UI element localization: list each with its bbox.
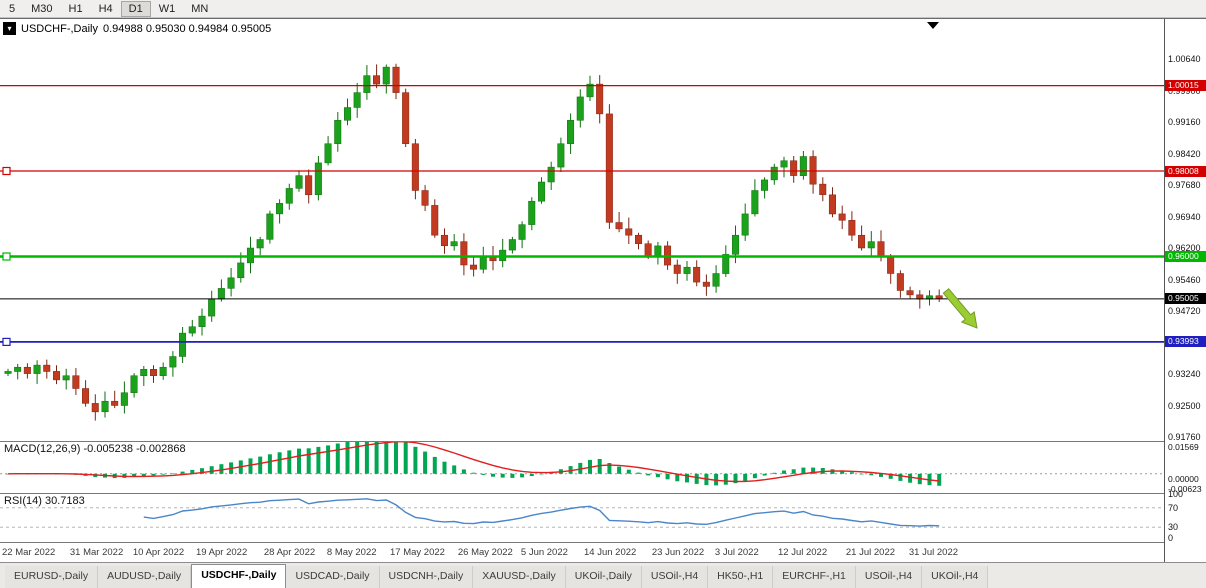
- chart-dropdown-icon[interactable]: ▾: [3, 22, 16, 35]
- chart-tab-usdchf-daily[interactable]: USDCHF-,Daily: [191, 564, 287, 588]
- down-arrow-icon[interactable]: [942, 288, 978, 329]
- price-level-box: 0.98008: [1165, 165, 1206, 177]
- timeframe-toolbar: 5 M30 H1 H4 D1 W1 MN: [0, 0, 1206, 18]
- date-axis-label: 31 Mar 2022: [70, 547, 123, 558]
- level-anchor-icon[interactable]: [2, 252, 11, 261]
- macd-axis-tick: 0.01569: [1168, 442, 1199, 452]
- macd-values: -0.005238 -0.002868: [83, 443, 186, 455]
- date-axis-label: 5 Jun 2022: [521, 547, 568, 558]
- macd-indicator-label: MACD(12,26,9) -0.005238 -0.002868: [4, 443, 186, 455]
- date-axis-label: 3 Jul 2022: [715, 547, 759, 558]
- macd-pane[interactable]: [0, 441, 1164, 493]
- date-axis-label: 17 May 2022: [390, 547, 445, 558]
- chart-tab-eurchf-h1[interactable]: EURCHF-,H1: [773, 566, 856, 588]
- price-level-box: 1.00015: [1165, 80, 1206, 92]
- price-axis-tick: 1.00640: [1168, 54, 1201, 64]
- rsi-indicator-label: RSI(14) 30.7183: [4, 495, 85, 507]
- candlestick-series[interactable]: [4, 63, 943, 421]
- timeframe-button-w1[interactable]: W1: [151, 1, 184, 17]
- date-axis: 22 Mar 2022 31 Mar 2022 10 Apr 2022 19 Apr …: [2, 547, 958, 558]
- chart-tabs-bar: EURUSD-,Daily AUDUSD-,Daily USDCHF-,Daily U…: [0, 562, 1206, 588]
- timeframe-button-5[interactable]: 5: [1, 1, 23, 17]
- chart-title: ▾ USDCHF-,Daily 0.94988 0.95030 0.94984 …: [3, 22, 271, 35]
- chart-tab-xauusd-daily[interactable]: XAUUSD-,Daily: [473, 566, 566, 588]
- price-level-box: 0.95005: [1165, 293, 1206, 305]
- chart-tab-usoil-h4[interactable]: USOil-,H4: [641, 566, 709, 588]
- level-anchor-icon[interactable]: [2, 166, 11, 176]
- price-axis-tick: 0.98420: [1168, 148, 1201, 159]
- symbol-label: USDCHF-,Daily: [21, 22, 98, 35]
- rsi-axis-tick: 0: [1168, 533, 1174, 543]
- price-pane[interactable]: [0, 19, 1164, 441]
- price-axis: 1.006400.999000.991600.984200.976800.969…: [1164, 18, 1206, 562]
- chart-tab-usdcnh-daily[interactable]: USDCNH-,Daily: [379, 566, 474, 588]
- macd-axis-tick: 0.00000: [1168, 473, 1199, 484]
- price-axis-tick: 0.91760: [1168, 432, 1201, 442]
- chart-tab-ukoil-h4[interactable]: UKOil-,H4: [922, 566, 989, 588]
- chart-tab-audusd-daily[interactable]: AUDUSD-,Daily: [98, 566, 192, 588]
- price-level-box: 0.93993: [1165, 336, 1206, 348]
- level-anchor-icon[interactable]: [2, 337, 11, 346]
- price-axis-tick: 0.93240: [1168, 369, 1201, 379]
- date-axis-label: 22 Mar 2022: [2, 547, 55, 558]
- price-axis-tick: 0.92500: [1168, 400, 1201, 411]
- date-axis-label: 19 Apr 2022: [196, 547, 247, 558]
- quote-values: 0.94988 0.95030 0.94984 0.95005: [103, 22, 272, 35]
- chart-tab-ukoil-daily[interactable]: UKOil-,Daily: [565, 566, 642, 588]
- rsi-axis-tick: 70: [1168, 502, 1179, 513]
- macd-axis-tick: -0.00623: [1168, 484, 1202, 494]
- date-axis-label: 28 Apr 2022: [264, 547, 315, 558]
- timeframe-button-h1[interactable]: H1: [61, 1, 91, 17]
- price-axis-tick: 0.96200: [1168, 243, 1201, 253]
- date-axis-label: 8 May 2022: [327, 547, 377, 558]
- timeframe-button-m30[interactable]: M30: [23, 1, 60, 17]
- date-axis-label: 26 May 2022: [458, 547, 513, 558]
- date-axis-label: 10 Apr 2022: [133, 547, 184, 558]
- date-axis-label: 12 Jul 2022: [778, 547, 827, 558]
- shift-marker-icon: [927, 22, 939, 29]
- rsi-pane[interactable]: [0, 493, 1164, 542]
- chart-tab-eurusd-daily[interactable]: EURUSD-,Daily: [5, 566, 99, 588]
- chart-tab-hk50-h1[interactable]: HK50-,H1: [708, 566, 774, 588]
- timeframe-button-mn[interactable]: MN: [183, 1, 216, 17]
- price-axis-tick: 0.96940: [1168, 211, 1201, 222]
- rsi-value: 30.7183: [44, 495, 85, 507]
- date-axis-label: 31 Jul 2022: [909, 547, 958, 558]
- timeframe-button-d1[interactable]: D1: [120, 0, 151, 17]
- price-level-box: 0.96000: [1165, 251, 1206, 262]
- macd-name: MACD(12,26,9): [4, 443, 81, 455]
- date-axis-label: 21 Jul 2022: [846, 547, 895, 558]
- price-axis-tick: 0.95460: [1168, 274, 1201, 285]
- date-axis-label: 23 Jun 2022: [652, 547, 704, 558]
- price-axis-tick: 0.97680: [1168, 180, 1201, 190]
- pane-separator[interactable]: [0, 441, 1164, 442]
- pane-separator[interactable]: [0, 493, 1164, 494]
- rsi-name: RSI(14): [4, 495, 42, 507]
- rsi-axis-tick: 30: [1168, 522, 1179, 533]
- chart-area[interactable]: 22 Mar 2022 31 Mar 2022 10 Apr 2022 19 Apr …: [0, 18, 1164, 562]
- price-axis-tick: 0.99160: [1168, 117, 1201, 127]
- date-axis-label: 14 Jun 2022: [584, 547, 636, 558]
- chart-tab-usdcad-daily[interactable]: USDCAD-,Daily: [286, 566, 380, 588]
- chart-tab-usoil-h4[interactable]: USOil-,H4: [855, 566, 923, 588]
- pane-separator: [0, 542, 1164, 543]
- rsi-line[interactable]: [143, 498, 940, 527]
- macd-signal-line[interactable]: [7, 441, 940, 483]
- price-axis-tick: 0.94720: [1168, 306, 1201, 316]
- rsi-axis-tick: 100: [1168, 489, 1184, 499]
- timeframe-button-h4[interactable]: H4: [91, 1, 121, 17]
